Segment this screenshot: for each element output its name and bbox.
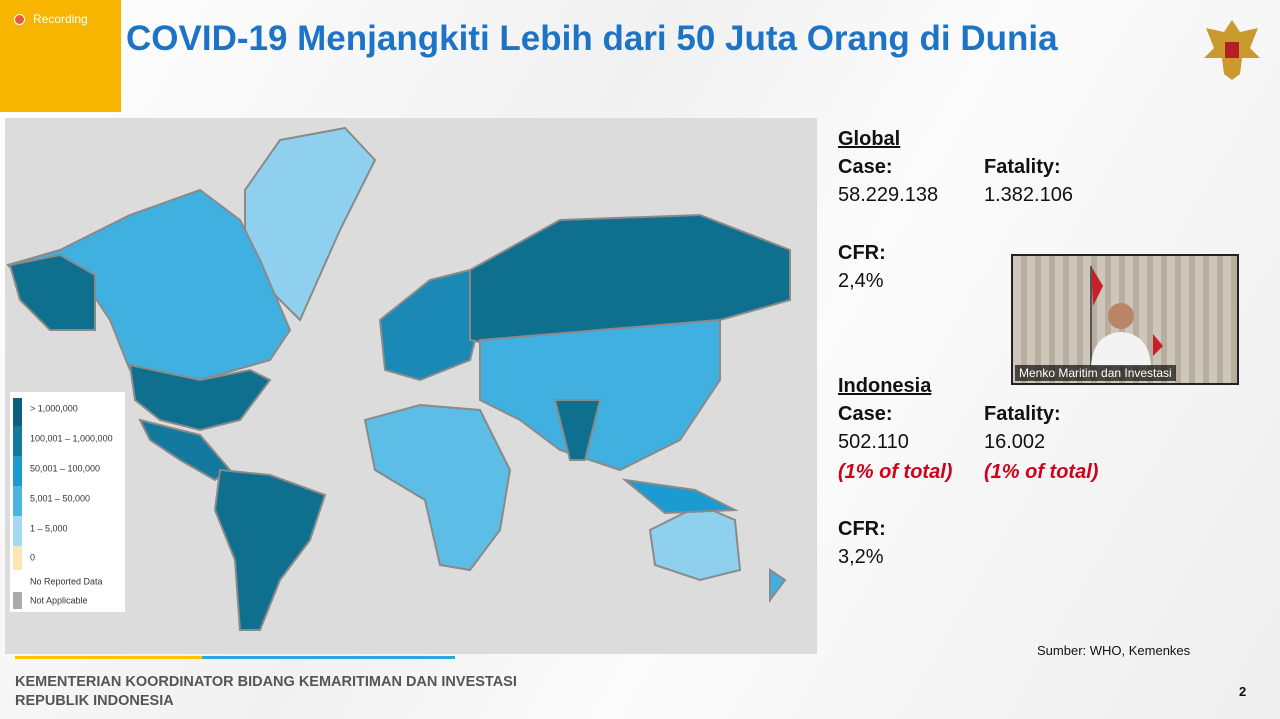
garuda-emblem [1204, 20, 1260, 80]
legend-label: 5,001 – 50,000 [30, 493, 90, 503]
slide-title: COVID-19 Menjangkiti Lebih dari 50 Juta … [126, 19, 1058, 58]
recording-badge: Recording [0, 0, 121, 112]
legend-label: 50,001 – 100,000 [30, 463, 100, 473]
speaker-video [1090, 266, 1163, 366]
indonesia-fatality: 16.002 [984, 431, 1046, 453]
indonesia-cfr: 3,2% [838, 546, 884, 568]
indonesia-case: 502.110 [838, 431, 909, 453]
indonesia-fatality-label: Fatality: [984, 403, 1061, 425]
page-number: 2 [1239, 684, 1247, 699]
indonesia-cfr-label: CFR: [838, 518, 886, 540]
record-dot [14, 14, 25, 25]
legend-label: No Reported Data [30, 576, 103, 586]
legend-label: 100,001 – 1,000,000 [30, 433, 113, 443]
world-map: > 1,000,000 100,001 – 1,000,000 50,001 – 1… [5, 118, 817, 654]
footer-line-2: REPUBLIK INDONESIA [15, 693, 174, 709]
footer-rule-yellow [15, 656, 202, 659]
map-legend: > 1,000,000 100,001 – 1,000,000 50,001 – 1… [10, 392, 125, 612]
footer-rule-blue [202, 656, 455, 659]
global-cfr: 2,4% [838, 270, 884, 292]
recording-label: Recording [33, 12, 88, 26]
global-fatality: 1.382.106 [984, 184, 1073, 206]
video-tile: Menko Maritim dan Investasi [1011, 254, 1239, 385]
legend-label: 1 – 5,000 [30, 523, 68, 533]
global-heading: Global [838, 128, 901, 150]
footer-line-1: KEMENTERIAN KOORDINATOR BIDANG KEMARITIM… [15, 674, 517, 690]
legend-label: 0 [30, 552, 35, 562]
indonesia-case-label: Case: [838, 403, 893, 425]
legend-label: > 1,000,000 [30, 403, 78, 413]
global-cfr-label: CFR: [838, 242, 886, 264]
global-case: 58.229.138 [838, 184, 939, 206]
video-caption: Menko Maritim dan Investasi [1015, 365, 1176, 381]
indonesia-heading: Indonesia [838, 375, 932, 397]
global-fatality-label: Fatality: [984, 156, 1061, 178]
indonesia-fatality-note: (1% of total) [984, 461, 1099, 483]
global-case-label: Case: [838, 156, 893, 178]
legend-label: Not Applicable [30, 595, 88, 605]
indonesia-case-note: (1% of total) [838, 461, 953, 483]
source-note: Sumber: WHO, Kemenkes [1037, 643, 1191, 658]
